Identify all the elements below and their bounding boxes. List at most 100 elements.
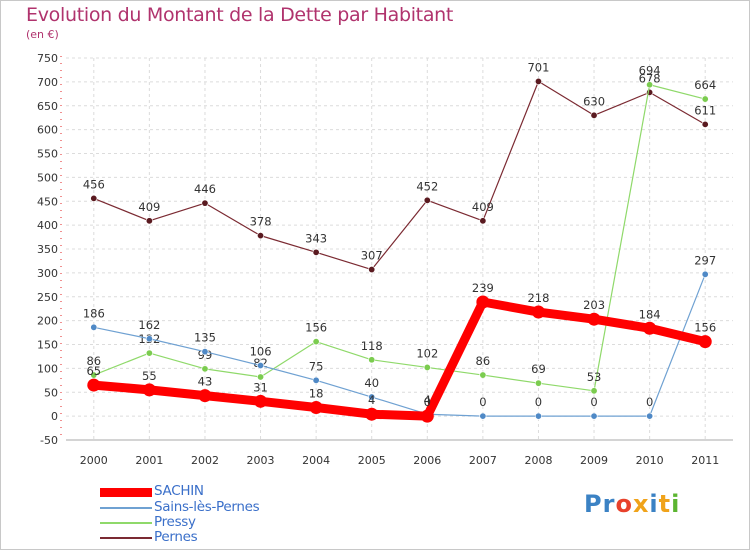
- y-tick-label: 750: [37, 52, 58, 65]
- x-tick-label: 2002: [191, 454, 219, 467]
- data-label-sains-l-s-pernes: 162: [138, 318, 160, 332]
- logo-letter: o: [615, 490, 633, 518]
- data-point-sachin: [698, 335, 712, 349]
- data-label-pressy: 69: [531, 362, 546, 376]
- data-point-pernes: [479, 217, 487, 225]
- data-point-pernes: [423, 196, 431, 204]
- data-label-sachin: 18: [309, 387, 324, 401]
- data-label-sachin: 43: [198, 375, 213, 389]
- x-tick-label: 2011: [691, 454, 719, 467]
- y-tick-label: 600: [37, 124, 58, 137]
- x-tick-label: 2000: [80, 454, 108, 467]
- data-label-sains-l-s-pernes: 75: [309, 359, 324, 373]
- data-point-sachin: [198, 389, 212, 403]
- data-point-sains-l-s-pernes: [534, 412, 542, 420]
- data-point-sains-l-s-pernes: [145, 335, 153, 343]
- logo-letter: x: [632, 490, 650, 518]
- data-point-pressy: [368, 356, 376, 364]
- data-label-sachin: 218: [527, 291, 549, 305]
- data-label-pernes: 611: [694, 103, 716, 117]
- series-line-pernes: [93, 80, 706, 271]
- data-label-sachin: 4: [368, 393, 375, 407]
- legend-swatch-sains-les-pernes: [100, 507, 152, 509]
- data-label-sachin: 65: [86, 364, 101, 378]
- data-label-pernes: 678: [639, 71, 661, 85]
- data-point-sachin: [142, 383, 156, 397]
- data-point-pressy: [257, 373, 265, 381]
- y-tick-label: 200: [37, 315, 58, 328]
- series-line-sains-l-s-pernes: [93, 273, 706, 417]
- data-label-pernes: 307: [361, 249, 383, 263]
- logo-letter: i: [649, 490, 659, 518]
- y-tick-label: 250: [37, 291, 58, 304]
- data-point-pressy: [312, 338, 320, 346]
- logo-letter: i: [671, 490, 681, 518]
- data-point-pressy: [201, 365, 209, 373]
- data-label-sains-l-s-pernes: 0: [535, 395, 542, 409]
- x-tick-label: 2007: [469, 454, 497, 467]
- logo-letter: r: [602, 490, 616, 518]
- series-line-sachin: [89, 297, 710, 421]
- x-tick-label: 2010: [636, 454, 664, 467]
- data-label-pressy: 694: [639, 64, 661, 78]
- data-label-sains-l-s-pernes: 106: [250, 345, 272, 359]
- data-point-pernes: [145, 217, 153, 225]
- data-label-pressy: 118: [361, 339, 383, 353]
- data-point-sains-l-s-pernes: [479, 412, 487, 420]
- proxiti-logo: Proxiti: [584, 490, 680, 518]
- data-label-sains-l-s-pernes: 4: [424, 393, 431, 407]
- x-tick-label: 2004: [302, 454, 330, 467]
- legend-label-sachin: SACHIN: [154, 483, 204, 499]
- logo-letter: P: [584, 490, 603, 518]
- data-point-sachin: [254, 394, 268, 408]
- data-label-pernes: 409: [138, 200, 160, 214]
- data-label-pernes: 701: [527, 60, 549, 74]
- data-label-pressy: 664: [694, 78, 716, 92]
- data-label-pressy: 86: [86, 354, 101, 368]
- y-tick-label: 500: [37, 171, 58, 184]
- data-label-sains-l-s-pernes: 186: [83, 306, 105, 320]
- data-point-sachin: [365, 407, 379, 421]
- data-label-pernes: 378: [250, 215, 272, 229]
- x-tick-label: 2008: [524, 454, 552, 467]
- data-label-pressy: 156: [305, 321, 327, 335]
- data-point-sains-l-s-pernes: [590, 412, 598, 420]
- data-point-sains-l-s-pernes: [201, 348, 209, 356]
- data-point-sachin: [476, 295, 490, 309]
- data-label-sachin: 0: [424, 395, 431, 409]
- data-label-sachin: 203: [583, 298, 605, 312]
- data-point-pressy: [701, 95, 709, 103]
- y-tick-label: 150: [37, 339, 58, 352]
- legend-label-pernes: Pernes: [154, 529, 198, 545]
- data-label-sains-l-s-pernes: 297: [694, 253, 716, 267]
- data-label-sachin: 184: [639, 307, 661, 321]
- data-point-sains-l-s-pernes: [90, 323, 98, 331]
- data-point-pressy: [479, 371, 487, 379]
- x-tick-label: 2003: [247, 454, 275, 467]
- y-tick-label: 450: [37, 195, 58, 208]
- legend-swatch-pernes: [100, 537, 152, 539]
- data-label-pressy: 86: [476, 354, 491, 368]
- x-tick-label: 2009: [580, 454, 608, 467]
- y-tick-label: 400: [37, 219, 58, 232]
- plot-area: [66, 58, 733, 440]
- chart-title: Evolution du Montant de la Dette par Hab…: [26, 4, 454, 26]
- data-point-sains-l-s-pernes: [368, 393, 376, 401]
- data-label-sains-l-s-pernes: 0: [479, 395, 486, 409]
- data-point-pressy: [145, 349, 153, 357]
- data-point-sachin: [643, 321, 657, 335]
- legend-label-pressy: Pressy: [154, 514, 196, 530]
- data-label-pressy: 102: [416, 346, 438, 360]
- legend-swatch-sachin: [100, 487, 152, 497]
- data-label-sains-l-s-pernes: 135: [194, 331, 216, 345]
- data-point-sains-l-s-pernes: [701, 270, 709, 278]
- data-label-pressy: 53: [587, 370, 602, 384]
- legend-label-sains-les-pernes: Sains-lès-Pernes: [154, 499, 260, 515]
- y-tick-label: 700: [37, 76, 58, 89]
- data-point-sachin: [87, 378, 101, 392]
- data-point-sains-l-s-pernes: [257, 362, 265, 370]
- data-point-sains-l-s-pernes: [646, 412, 654, 420]
- data-label-pernes: 446: [194, 182, 216, 196]
- data-point-pernes: [312, 248, 320, 256]
